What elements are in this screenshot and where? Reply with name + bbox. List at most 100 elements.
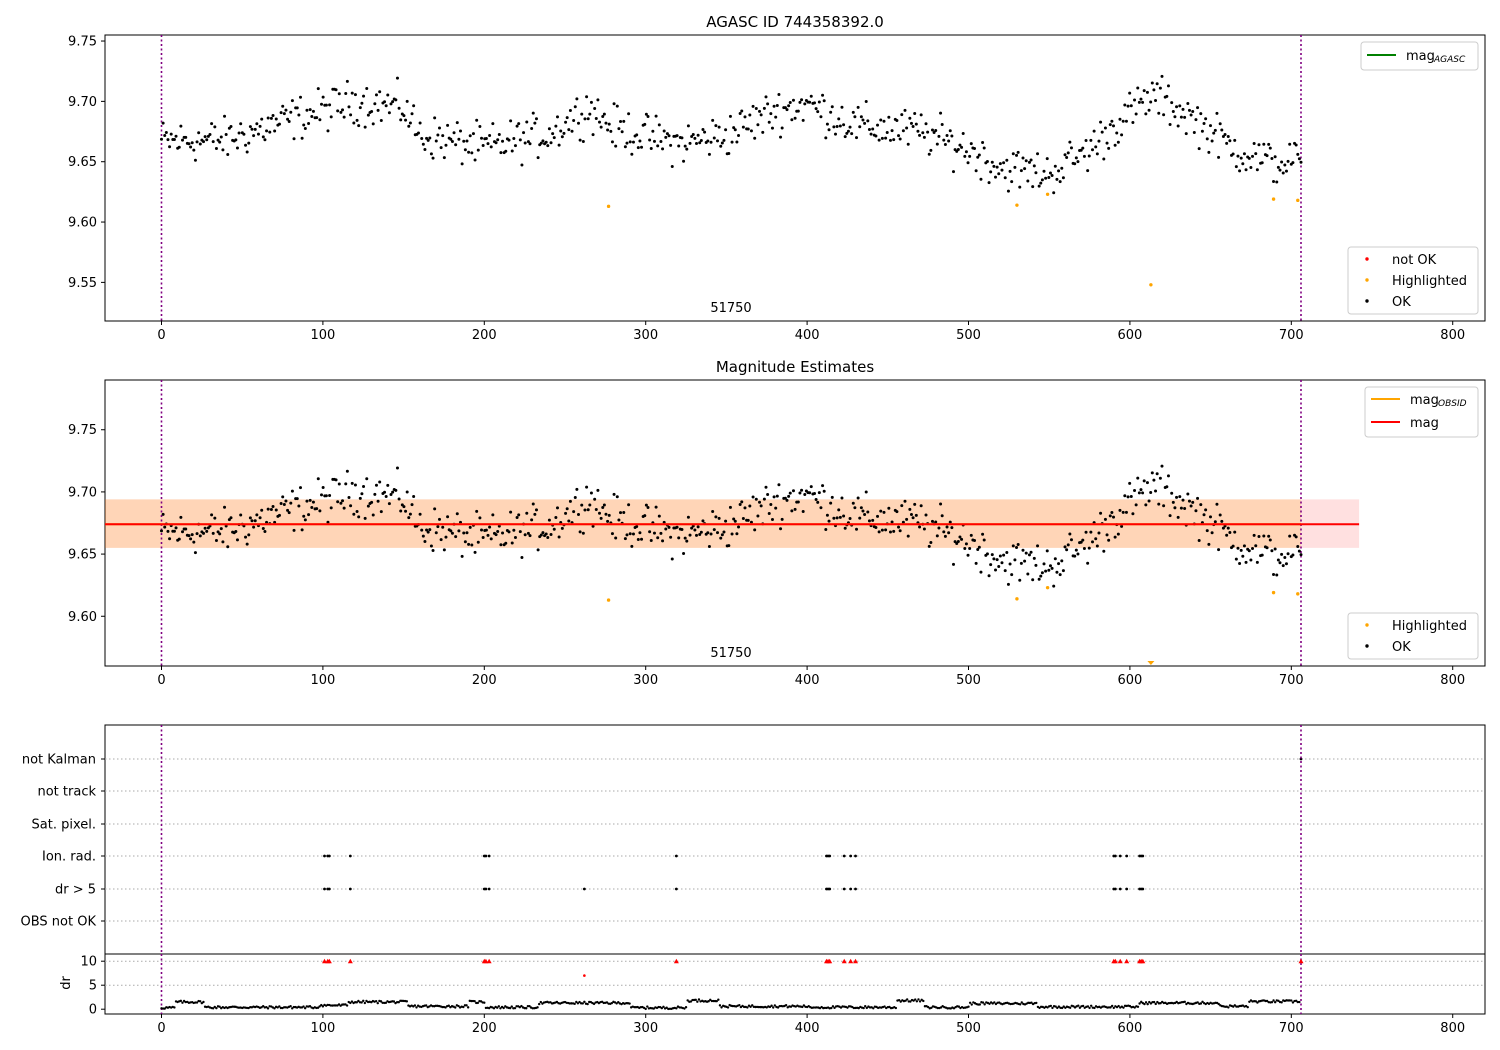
magnitude-ok-point bbox=[1019, 561, 1023, 565]
dr-point bbox=[1254, 1000, 1258, 1003]
magnitude-ok-point bbox=[379, 510, 383, 514]
magnitude-ok-point bbox=[636, 538, 640, 542]
agasc-ok-point bbox=[353, 93, 357, 97]
agasc-ok-point bbox=[454, 143, 458, 147]
agasc-ok-point bbox=[646, 115, 650, 119]
magnitude-ok-point bbox=[399, 509, 403, 513]
magnitude-ok-point bbox=[929, 540, 933, 544]
magnitude-ok-point bbox=[1236, 546, 1240, 550]
magnitude-ok-point bbox=[442, 548, 446, 552]
magnitude-ok-point bbox=[588, 503, 592, 507]
magnitude-ok-point bbox=[421, 534, 425, 538]
magnitude-ok-point bbox=[1089, 530, 1093, 534]
dr-point bbox=[211, 1007, 215, 1010]
agasc-ok-point bbox=[706, 139, 710, 143]
agasc-ok-point bbox=[386, 93, 390, 97]
magnitude-ok-point bbox=[454, 535, 458, 539]
magnitude-ok-point bbox=[625, 533, 629, 537]
agasc-ok-point bbox=[583, 117, 587, 121]
magnitude-ok-point bbox=[1037, 577, 1041, 581]
agasc-ok-point bbox=[809, 94, 813, 98]
agasc-ok-point bbox=[913, 112, 917, 116]
magnitude-ok-point bbox=[428, 528, 432, 532]
magnitude-ok-point bbox=[345, 469, 349, 473]
dr-point bbox=[751, 1004, 754, 1007]
dr-point bbox=[686, 999, 689, 1002]
magnitude-ytick-label: 9.60 bbox=[68, 610, 97, 625]
agasc-ok-point bbox=[830, 105, 834, 109]
agasc-ok-point bbox=[596, 98, 600, 102]
agasc-ok-point bbox=[1029, 158, 1033, 162]
magnitude-ok-point bbox=[652, 531, 656, 535]
magnitude-ok-point bbox=[914, 513, 918, 517]
magnitude-ok-point bbox=[1102, 549, 1106, 553]
magnitude-ok-point bbox=[835, 516, 839, 520]
agasc-ok-point bbox=[927, 152, 931, 156]
magnitude-ok-point bbox=[688, 533, 692, 537]
magnitude-ok-point bbox=[1291, 553, 1295, 557]
dr-outlier-marker bbox=[848, 958, 854, 964]
agasc-ok-point bbox=[1103, 126, 1107, 130]
magnitude-ok-point bbox=[572, 510, 576, 514]
dr-point bbox=[689, 1000, 693, 1003]
agasc-ok-point bbox=[329, 115, 333, 119]
agasc-ok-point bbox=[728, 114, 732, 118]
agasc-ok-point bbox=[1178, 104, 1182, 108]
agasc-ok-point bbox=[1187, 108, 1191, 112]
magnitude-ok-point bbox=[1207, 542, 1211, 546]
agasc-ok-point bbox=[1042, 169, 1046, 173]
magnitude-ok-point bbox=[324, 494, 328, 498]
dr-point bbox=[684, 1005, 688, 1009]
magnitude-ok-point bbox=[1238, 562, 1242, 566]
magnitude-ok-point bbox=[321, 486, 325, 490]
magnitude-ok-point bbox=[1068, 532, 1072, 536]
magnitude-ok-point bbox=[208, 524, 212, 528]
dr-point bbox=[644, 1007, 647, 1011]
dr-point bbox=[510, 1005, 513, 1008]
agasc-line-legend-box bbox=[1360, 41, 1479, 71]
magnitude-ok-point bbox=[762, 497, 766, 501]
magnitude-ok-point bbox=[1204, 508, 1208, 512]
dr-point bbox=[173, 1006, 176, 1009]
magnitude-ok-point bbox=[457, 529, 461, 533]
agasc-ok-point bbox=[567, 128, 571, 132]
agasc-ok-point bbox=[357, 124, 361, 128]
magnitude-ok-point bbox=[475, 509, 479, 513]
magnitude-ok-point bbox=[743, 506, 747, 510]
agasc-ok-point bbox=[342, 115, 346, 119]
magnitude-ok-point bbox=[465, 531, 469, 535]
agasc-ok-point bbox=[1165, 94, 1169, 98]
agasc-ok-point bbox=[1081, 146, 1085, 150]
agasc-ok-point bbox=[602, 112, 606, 116]
dr-point bbox=[1246, 1005, 1249, 1009]
agasc-ok-point bbox=[496, 138, 500, 142]
dr-point bbox=[1088, 1006, 1091, 1010]
agasc-ok-point bbox=[402, 114, 406, 118]
magnitude-ok-point bbox=[998, 554, 1002, 558]
magnitude-ok-point bbox=[832, 516, 836, 520]
magnitude-ok-point bbox=[491, 513, 495, 517]
magnitude-ok-point bbox=[467, 542, 471, 546]
agasc-ok-point bbox=[1202, 121, 1206, 125]
dr-point bbox=[1227, 1006, 1230, 1009]
magnitude-ok-point bbox=[263, 529, 267, 533]
agasc-ok-point bbox=[534, 117, 538, 121]
magnitude-ok-point bbox=[195, 532, 199, 536]
dr-point bbox=[802, 1004, 806, 1007]
magnitude-highlighted-point bbox=[1045, 585, 1050, 590]
agasc-ok-point bbox=[286, 117, 290, 121]
magnitude-ok-point bbox=[546, 535, 550, 539]
dr-point bbox=[202, 1000, 205, 1004]
magnitude-ok-point bbox=[838, 515, 842, 519]
dr-point bbox=[575, 1000, 578, 1004]
magnitude-ok-point bbox=[706, 531, 710, 535]
agasc-ok-point bbox=[824, 136, 828, 140]
agasc-ok-point bbox=[1082, 154, 1086, 158]
flags-point bbox=[854, 887, 857, 891]
magnitude-xtick-label: 500 bbox=[956, 673, 981, 688]
agasc-ok-point bbox=[255, 122, 259, 126]
dr-point bbox=[525, 1007, 528, 1010]
agasc-ok-point bbox=[1124, 119, 1128, 123]
magnitude-ok-point bbox=[900, 504, 904, 508]
agasc-ok-point bbox=[748, 113, 752, 117]
